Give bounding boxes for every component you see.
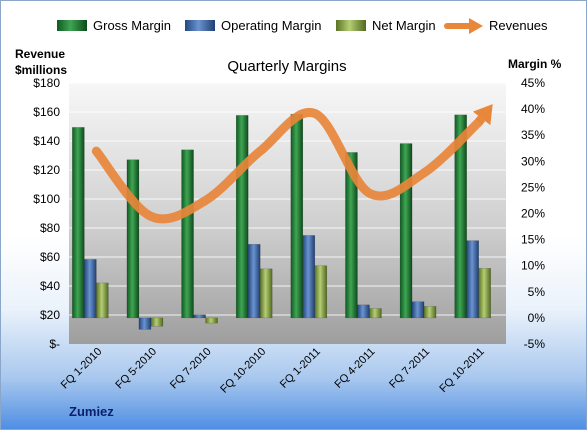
bar-net-margin (259, 268, 273, 319)
bar-net-margin (205, 317, 218, 324)
left-tick-label: $140 (33, 134, 60, 148)
bar-gross-margin (181, 149, 194, 319)
bar-gross-margin (72, 127, 85, 319)
right-tick-label: 45% (521, 76, 545, 90)
left-tick-label: $160 (33, 105, 60, 119)
left-tick-label: $120 (33, 163, 60, 177)
right-tick-label: 35% (521, 128, 545, 142)
bar-gross-margin (235, 115, 249, 319)
bar-gross-margin (126, 159, 140, 319)
bar-operating-margin (84, 259, 97, 319)
x-tick-label: FQ 10-2010 (218, 346, 268, 396)
legend: Gross Margin Operating Margin Net Margin… (57, 18, 548, 34)
bar-net-margin (96, 282, 109, 319)
left-tick-label: $80 (40, 221, 60, 235)
legend-arrowhead-revenues (469, 18, 483, 34)
bar-gross-margin (399, 143, 413, 319)
left-tick-label: $100 (33, 192, 60, 206)
revenue-line (91, 104, 493, 224)
legend-label-revenues: Revenues (489, 18, 548, 33)
left-tick-label: $- (49, 337, 60, 351)
x-axis-ticks: FQ 1-2010 FQ 5-2010 FQ 7-2010 FQ 10-2010 FQ … (59, 346, 487, 396)
bar-gross-margin (454, 114, 467, 319)
x-tick-label: FQ 10-2011 (437, 346, 486, 395)
bar-operating-margin (466, 240, 479, 319)
x-tick-label: FQ 7-2010 (168, 346, 214, 392)
legend-swatch-gross-margin (57, 20, 87, 31)
left-tick-label: $40 (40, 279, 60, 293)
bar-net-margin (150, 317, 164, 327)
left-tick-label: $60 (40, 250, 60, 264)
bar-operating-margin (138, 317, 152, 330)
left-tick-label: $180 (33, 76, 60, 90)
chart-title: Quarterly Margins (227, 58, 346, 75)
legend-label-net-margin: Net Margin (372, 18, 436, 33)
revenue-curve (91, 107, 484, 224)
legend-label-operating-margin: Operating Margin (221, 18, 321, 33)
company-label: Zumiez (69, 404, 114, 419)
revenue-arrowhead (472, 104, 493, 126)
legend-swatch-operating-margin (185, 20, 215, 31)
right-tick-label: 15% (521, 233, 545, 247)
bar-gross-margin (290, 114, 304, 319)
left-axis-title-line2: $millions (15, 63, 67, 77)
right-tick-label: 40% (521, 102, 545, 116)
right-tick-label: 20% (521, 207, 545, 221)
bar-operating-margin (411, 301, 425, 319)
left-axis-title-line1: Revenue (15, 47, 65, 61)
revenue-arrow-shaft (475, 115, 486, 125)
x-tick-label: FQ 5-2010 (113, 346, 159, 392)
bar-operating-margin (302, 235, 316, 319)
bar-operating-margin (357, 304, 370, 319)
right-tick-label: 10% (521, 259, 545, 273)
x-tick-label: FQ 1-2011 (278, 346, 323, 391)
right-tick-label: 5% (528, 285, 546, 299)
bar-net-margin (478, 268, 491, 319)
bar-net-margin (369, 308, 382, 319)
right-tick-label: 30% (521, 154, 545, 168)
right-tick-label: 0% (528, 311, 546, 325)
legend-item-revenues: Revenues (444, 18, 548, 34)
x-tick-label: FQ 4-2011 (332, 346, 377, 391)
legend-swatch-net-margin (336, 20, 366, 31)
right-tick-label: -5% (524, 337, 546, 351)
x-tick-label: FQ 7-2011 (387, 346, 432, 391)
left-tick-label: $20 (40, 308, 60, 322)
legend-item-operating-margin: Operating Margin (185, 18, 321, 33)
x-tick-label: FQ 1-2010 (59, 346, 105, 392)
right-axis-ticks: -5% 0% 5% 10% 15% 20% 25% 30% 35% 40% 45% (521, 76, 545, 351)
bar-net-margin (423, 306, 437, 319)
right-tick-label: 25% (521, 180, 545, 194)
bar-gross-margin (345, 152, 358, 319)
left-axis-ticks: $- $20 $40 $60 $80 $100 $120 $140 $160 $180 (33, 76, 60, 351)
legend-item-net-margin: Net Margin (336, 18, 436, 33)
bar-operating-margin (247, 244, 261, 319)
legend-item-gross-margin: Gross Margin (57, 18, 171, 33)
bar-operating-margin (193, 314, 206, 319)
legend-label-gross-margin: Gross Margin (93, 18, 171, 33)
right-axis-title: Margin % (508, 57, 562, 71)
bar-net-margin (314, 265, 328, 319)
